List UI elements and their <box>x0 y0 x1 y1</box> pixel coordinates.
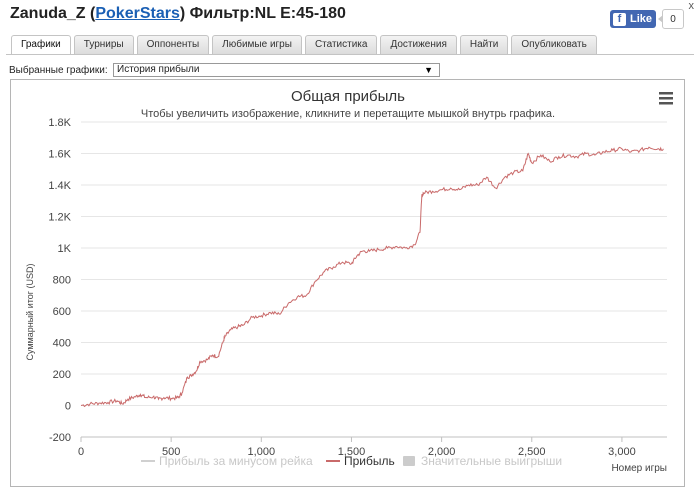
y-tick-label: 1.2K <box>48 212 71 224</box>
dropdown-arrow-icon: ▼ <box>424 65 433 75</box>
tab-publish[interactable]: Опубликовать <box>511 35 597 54</box>
x-tick-label: 2,500 <box>518 446 546 458</box>
chart-selector-label: Выбранные графики: <box>9 65 108 76</box>
y-tick-label: 1K <box>58 243 72 255</box>
tab-divider <box>6 54 694 55</box>
x-tick-label: 1,000 <box>248 446 276 458</box>
site-link[interactable]: PokerStars <box>95 5 180 22</box>
y-tick-label: -200 <box>49 432 71 444</box>
legend-label: Прибыль <box>344 454 395 468</box>
legend-label: Значительные выигрыши <box>421 454 562 468</box>
x-tick-label: 1,500 <box>338 446 366 458</box>
y-tick-label: 800 <box>53 275 71 287</box>
x-tick-label: 3,000 <box>608 446 636 458</box>
y-tick-label: 1.6K <box>48 149 71 161</box>
y-tick-label: 1.8K <box>48 117 71 129</box>
chart-subtitle: Чтобы увеличить изображение, кликните и … <box>141 108 555 120</box>
tab-find[interactable]: Найти <box>459 35 509 54</box>
x-tick-label: 500 <box>162 446 180 458</box>
like-label: Like <box>630 13 653 25</box>
y-tick-label: 1.4K <box>48 180 71 192</box>
legend-item[interactable]: Значительные выигрыши <box>403 454 562 468</box>
x-tick-labels: 0 500 1,000 1,500 2,000 2,500 3,000 <box>78 446 636 458</box>
legend-box-icon <box>403 456 415 466</box>
y-tick-label: 200 <box>53 369 71 381</box>
series-line-profit <box>80 146 664 408</box>
legend-label: Прибыль за минусом рейка <box>159 454 313 468</box>
x-tick-label: 2,000 <box>428 446 456 458</box>
tab-tournaments[interactable]: Турниры <box>73 35 134 54</box>
profit-chart[interactable]: Общая прибыль Чтобы увеличить изображени… <box>11 80 686 488</box>
facebook-like-button[interactable]: f Like <box>610 10 656 28</box>
like-count: 0 <box>658 9 684 29</box>
title-paren: ( <box>85 5 96 22</box>
chart-selector-value: История прибыли <box>117 64 200 75</box>
tab-charts[interactable]: Графики <box>11 35 71 55</box>
x-axis-label: Номер игры <box>611 463 667 474</box>
y-tick-label: 600 <box>53 306 71 318</box>
y-axis-label: Суммарный итог (USD) <box>25 263 35 360</box>
axes <box>80 436 667 442</box>
menu-icon[interactable] <box>659 92 673 105</box>
legend-item[interactable]: Прибыль <box>326 454 395 468</box>
y-tick-label: 400 <box>53 338 71 350</box>
grid-lines <box>81 121 667 438</box>
page-title: Zanuda_Z (PokerStars) Фильтр:NL E:45-180 <box>10 5 346 23</box>
chart-container[interactable]: Общая прибыль Чтобы увеличить изображени… <box>10 79 685 487</box>
legend: Прибыль за минусом рейка Прибыль Значитель… <box>141 454 562 468</box>
x-tick-label: 0 <box>78 446 84 458</box>
y-tick-labels: -200 0 200 400 600 800 1K 1.2K 1.4K 1.6K 1.8K <box>48 117 71 444</box>
window-header: Zanuda_Z (PokerStars) Фильтр:NL E:45-180… <box>0 0 700 34</box>
chart-selector[interactable]: История прибыли ▼ <box>113 63 440 77</box>
filter-label: ) Фильтр:NL E:45-180 <box>179 5 346 22</box>
y-tick-label: 0 <box>65 401 71 413</box>
tab-statistics[interactable]: Статистика <box>304 35 378 54</box>
tab-opponents[interactable]: Оппоненты <box>136 35 210 54</box>
facebook-icon: f <box>613 12 626 26</box>
tab-bar: Графики Турниры Оппоненты Любимые игры С… <box>11 35 597 55</box>
player-name: Zanuda_Z <box>10 5 86 22</box>
chart-title: Общая прибыль <box>291 88 405 105</box>
legend-item[interactable]: Прибыль за минусом рейка <box>141 454 313 468</box>
close-icon[interactable]: x <box>688 0 695 12</box>
tab-achievements[interactable]: Достижения <box>380 35 457 54</box>
tab-favorite-games[interactable]: Любимые игры <box>212 35 302 54</box>
